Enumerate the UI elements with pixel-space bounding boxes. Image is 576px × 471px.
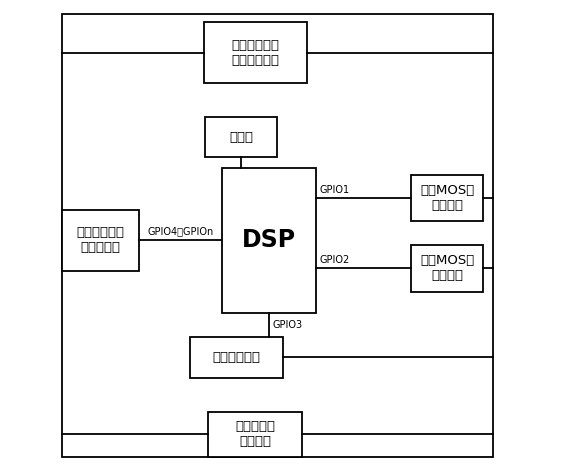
Text: 各个断路器
辅助触点: 各个断路器 辅助触点 xyxy=(235,421,275,448)
Text: 自检MOS管
开关电路: 自检MOS管 开关电路 xyxy=(420,184,474,212)
Text: GPIO2: GPIO2 xyxy=(320,255,350,266)
Text: GPIO4～GPIOn: GPIO4～GPIOn xyxy=(148,227,214,236)
Text: GPIO3: GPIO3 xyxy=(272,320,302,330)
FancyBboxPatch shape xyxy=(190,337,283,378)
Text: GPIO1: GPIO1 xyxy=(320,185,350,195)
Text: 供电MOS管
开关电路: 供电MOS管 开关电路 xyxy=(420,254,474,282)
FancyBboxPatch shape xyxy=(411,175,483,221)
FancyBboxPatch shape xyxy=(222,168,316,313)
FancyBboxPatch shape xyxy=(205,117,278,157)
FancyBboxPatch shape xyxy=(62,210,139,271)
FancyBboxPatch shape xyxy=(204,23,307,83)
FancyBboxPatch shape xyxy=(411,245,483,292)
Text: DSP: DSP xyxy=(242,228,296,252)
Text: 上位机: 上位机 xyxy=(229,130,253,144)
Text: 分压采样电路: 分压采样电路 xyxy=(213,351,260,364)
Text: 与断路器个数
相等的二极管: 与断路器个数 相等的二极管 xyxy=(231,39,279,67)
Text: 多路断路器状
态采样电路: 多路断路器状 态采样电路 xyxy=(77,226,125,254)
FancyBboxPatch shape xyxy=(209,412,302,457)
